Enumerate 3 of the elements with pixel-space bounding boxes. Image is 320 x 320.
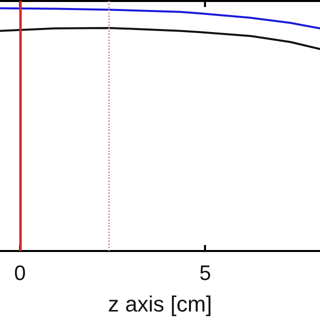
x-axis-title: z axis [cm] (108, 292, 212, 316)
x-tick-label: 0 (14, 262, 26, 285)
x-tick-label: 5 (199, 262, 212, 285)
